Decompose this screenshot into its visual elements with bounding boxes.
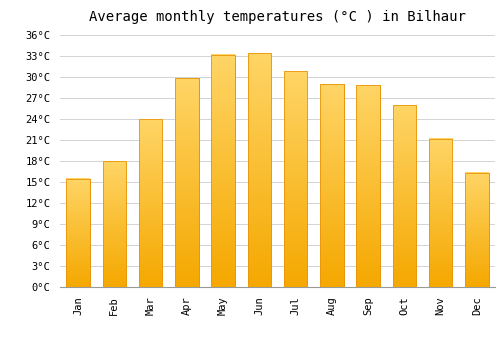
Bar: [320, 84, 344, 287]
Bar: [102, 161, 126, 287]
Bar: [465, 173, 488, 287]
Bar: [139, 119, 162, 287]
Bar: [66, 178, 90, 287]
Bar: [429, 139, 452, 287]
Bar: [212, 55, 235, 287]
Bar: [429, 139, 452, 287]
Bar: [66, 178, 90, 287]
Bar: [175, 78, 199, 287]
Bar: [356, 85, 380, 287]
Bar: [248, 53, 271, 287]
Bar: [212, 55, 235, 287]
Bar: [392, 105, 416, 287]
Bar: [284, 71, 308, 287]
Bar: [139, 119, 162, 287]
Bar: [175, 78, 199, 287]
Bar: [356, 85, 380, 287]
Bar: [102, 161, 126, 287]
Title: Average monthly temperatures (°C ) in Bilhaur: Average monthly temperatures (°C ) in Bi…: [89, 10, 466, 24]
Bar: [248, 53, 271, 287]
Bar: [320, 84, 344, 287]
Bar: [465, 173, 488, 287]
Bar: [392, 105, 416, 287]
Bar: [284, 71, 308, 287]
